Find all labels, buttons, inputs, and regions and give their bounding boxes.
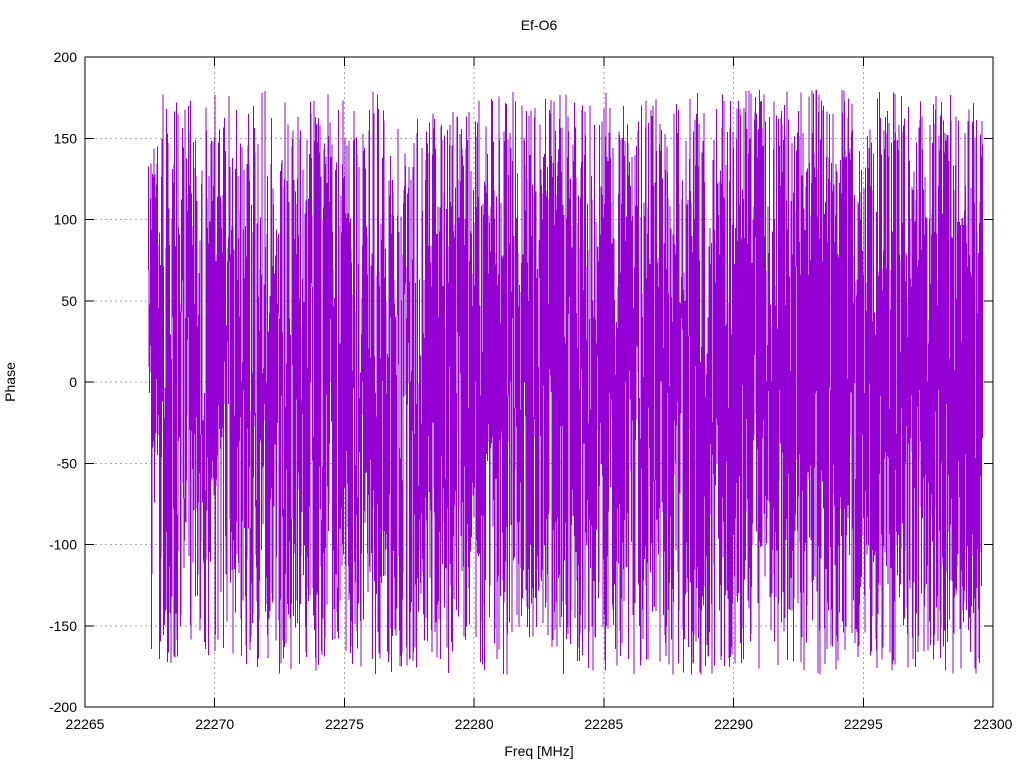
y-tick-label: 0 (69, 374, 77, 390)
x-tick-label: 22295 (844, 716, 883, 732)
y-tick-label: -200 (49, 699, 77, 715)
y-tick-label: -150 (49, 618, 77, 634)
x-tick-label: 22280 (455, 716, 494, 732)
y-tick-label: -100 (49, 537, 77, 553)
series-line-phase (148, 89, 984, 675)
y-tick-label: -50 (57, 455, 77, 471)
x-tick-label: 22270 (195, 716, 234, 732)
data-series-phase (148, 89, 984, 675)
x-tick-label: 22285 (584, 716, 623, 732)
y-tick-label: 200 (54, 49, 78, 65)
y-tick-label: 150 (54, 130, 78, 146)
tick-labels: 22265 22270 22275 22280 22285 22290 22295 22300… (49, 49, 1013, 732)
x-tick-label: 22275 (325, 716, 364, 732)
y-tick-label: 100 (54, 212, 78, 228)
y-axis-label: Phase (2, 362, 18, 402)
chart-title: Ef-O6 (521, 17, 558, 33)
axes (84, 56, 994, 708)
x-axis-label: Freq [MHz] (504, 743, 573, 759)
x-tick-label: 22265 (66, 716, 105, 732)
y-tick-label: 50 (61, 293, 77, 309)
x-tick-label: 22300 (974, 716, 1013, 732)
x-tick-label: 22290 (714, 716, 753, 732)
